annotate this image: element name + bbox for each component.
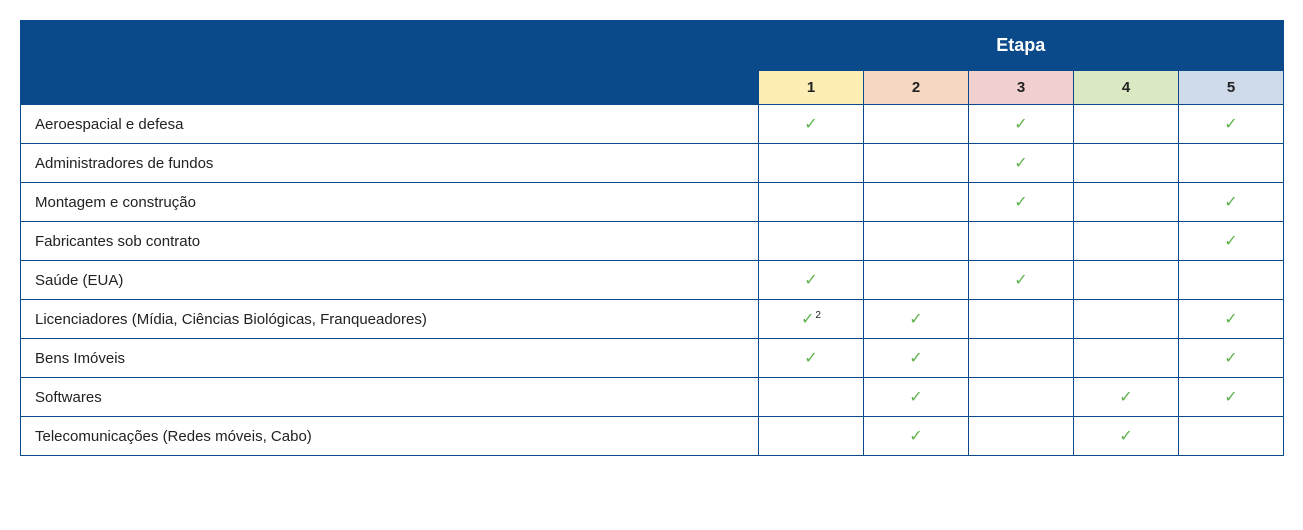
row-label: Telecomunicações (Redes móveis, Cabo) [21, 417, 759, 456]
matrix-cell [1074, 222, 1179, 261]
check-icon: ✓ [1014, 270, 1027, 290]
matrix-cell: ✓ [969, 144, 1074, 183]
matrix-cell: ✓ [1074, 417, 1179, 456]
matrix-cell: ✓ [1074, 378, 1179, 417]
matrix-cell: ✓ [759, 261, 864, 300]
row-label: Softwares [21, 378, 759, 417]
matrix-cell [864, 105, 969, 144]
row-label: Administradores de fundos [21, 144, 759, 183]
matrix-cell [969, 222, 1074, 261]
matrix-cell [969, 300, 1074, 339]
stage-header-2: 2 [864, 71, 969, 105]
check-icon: ✓ [909, 309, 922, 329]
matrix-cell [1074, 300, 1179, 339]
check-icon: ✓ [1119, 426, 1132, 446]
check-icon: ✓ [909, 387, 922, 407]
check-icon: ✓ [804, 270, 817, 290]
row-label: Fabricantes sob contrato [21, 222, 759, 261]
matrix-table-container: Etapa 1 2 3 4 5 Aeroespacial e defesa✓✓✓… [20, 20, 1283, 456]
table-row: Aeroespacial e defesa ✓ ✓ ✓ [21, 105, 1284, 144]
matrix-cell [759, 144, 864, 183]
matrix-cell [1179, 417, 1284, 456]
matrix-cell [1179, 144, 1284, 183]
check-icon: ✓ [909, 426, 922, 446]
table-row: Fabricantes sob contrato ✓ [21, 222, 1284, 261]
matrix-cell: ✓ [969, 105, 1074, 144]
check-icon: ✓ [1224, 387, 1237, 407]
matrix-cell [864, 144, 969, 183]
matrix-cell [1074, 339, 1179, 378]
matrix-cell: ✓ [1179, 222, 1284, 261]
matrix-table: Etapa 1 2 3 4 5 Aeroespacial e defesa✓✓✓… [20, 20, 1284, 456]
matrix-cell [864, 183, 969, 222]
check-icon: ✓ [1224, 348, 1237, 368]
check-icon: ✓ [804, 114, 817, 134]
matrix-cell: ✓2 [759, 300, 864, 339]
row-label: Saúde (EUA) [21, 261, 759, 300]
header-title: Etapa [759, 21, 1284, 71]
table-row: Montagem e construção ✓ ✓ [21, 183, 1284, 222]
row-label: Bens Imóveis [21, 339, 759, 378]
matrix-cell [969, 378, 1074, 417]
table-body: Aeroespacial e defesa✓✓✓Administradores … [21, 105, 1284, 456]
stage-header-4: 4 [1074, 71, 1179, 105]
matrix-cell: ✓ [759, 105, 864, 144]
check-icon: ✓ [1119, 387, 1132, 407]
matrix-cell: ✓ [864, 300, 969, 339]
matrix-cell [759, 183, 864, 222]
matrix-cell [759, 222, 864, 261]
check-icon: ✓ [1014, 153, 1027, 173]
stage-header-3: 3 [969, 71, 1074, 105]
check-icon: ✓ [1014, 192, 1027, 212]
table-row: Softwares ✓ ✓ ✓ [21, 378, 1284, 417]
matrix-cell: ✓ [864, 378, 969, 417]
matrix-cell: ✓ [1179, 183, 1284, 222]
matrix-cell [1074, 261, 1179, 300]
check-icon: ✓ [1224, 231, 1237, 251]
check-icon: ✓ [1224, 192, 1237, 212]
matrix-cell [1179, 261, 1284, 300]
matrix-cell [759, 417, 864, 456]
table-row: Bens Imóveis ✓ ✓ ✓ [21, 339, 1284, 378]
stage-header-5: 5 [1179, 71, 1284, 105]
footnote-marker: 2 [815, 310, 821, 321]
table-row: Telecomunicações (Redes móveis, Cabo) ✓ ✓ [21, 417, 1284, 456]
matrix-cell [1074, 183, 1179, 222]
row-label: Aeroespacial e defesa [21, 105, 759, 144]
matrix-cell: ✓ [1179, 300, 1284, 339]
table-row: Licenciadores (Mídia, Ciências Biológica… [21, 300, 1284, 339]
matrix-cell [864, 261, 969, 300]
matrix-cell: ✓ [969, 261, 1074, 300]
matrix-cell [969, 417, 1074, 456]
row-label: Montagem e construção [21, 183, 759, 222]
check-icon: ✓ [1224, 114, 1237, 134]
matrix-cell: ✓ [1179, 378, 1284, 417]
matrix-cell [864, 222, 969, 261]
matrix-cell: ✓ [759, 339, 864, 378]
check-icon: ✓ [1014, 114, 1027, 134]
row-label: Licenciadores (Mídia, Ciências Biológica… [21, 300, 759, 339]
matrix-cell [969, 339, 1074, 378]
matrix-cell: ✓ [864, 339, 969, 378]
check-icon: ✓ [804, 348, 817, 368]
matrix-cell [759, 378, 864, 417]
stage-header-1: 1 [759, 71, 864, 105]
matrix-cell: ✓ [864, 417, 969, 456]
matrix-cell [1074, 105, 1179, 144]
matrix-cell [1074, 144, 1179, 183]
table-row: Administradores de fundos ✓ [21, 144, 1284, 183]
matrix-cell: ✓ [1179, 105, 1284, 144]
matrix-cell: ✓ [1179, 339, 1284, 378]
header-spacer [21, 21, 759, 105]
check-icon: ✓ [909, 348, 922, 368]
check-icon: ✓ [1224, 309, 1237, 329]
check-icon: ✓ [801, 309, 814, 329]
table-row: Saúde (EUA) ✓ ✓ [21, 261, 1284, 300]
matrix-cell: ✓ [969, 183, 1074, 222]
